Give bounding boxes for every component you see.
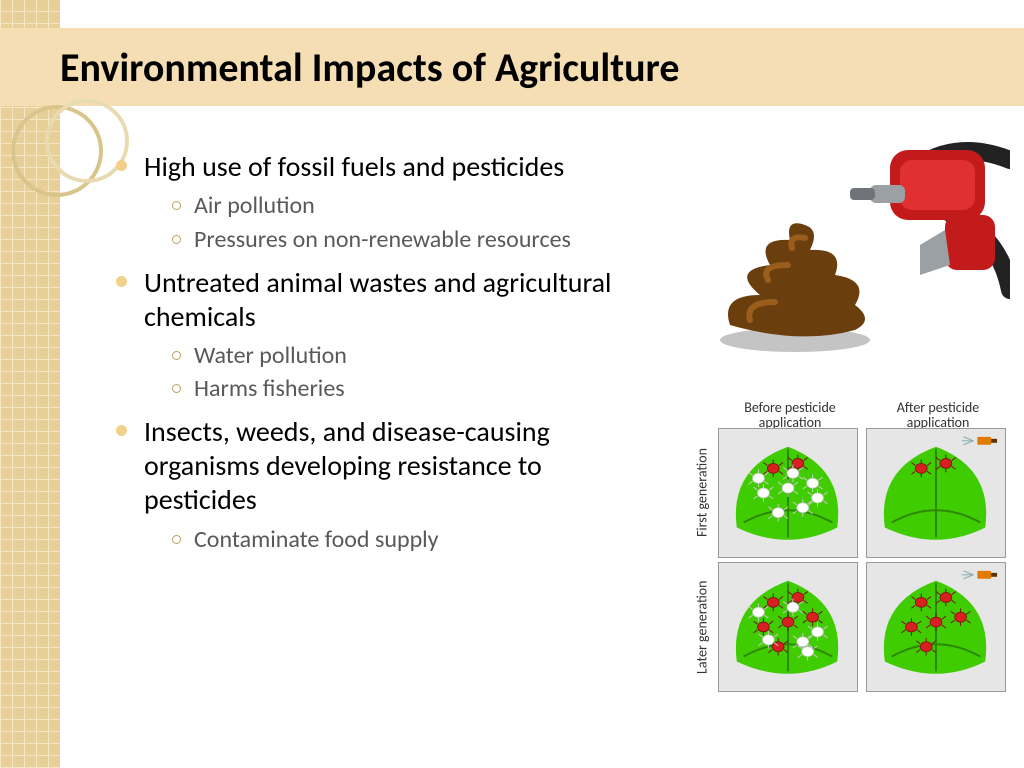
diagram-cell [866,562,1006,692]
diagram-col-label: After pesticide application [866,400,1010,424]
bullet-l2: Water pollution [144,340,640,372]
diagram-cell [718,562,858,692]
diagram-row-label: Later generation [690,562,714,692]
bullet-l1-text: High use of fossil fuels and pesticides [144,149,564,184]
bullet-l2: Pressures on non-renewable resources [144,224,640,256]
title-band: Environmental Impacts of Agriculture [0,28,1024,106]
diagram-cell [718,428,858,558]
manure-pile-icon [720,223,870,352]
fuel-pump-icon [850,150,1010,290]
bullet-l1-text: Untreated animal wastes and agricultural… [144,265,611,334]
diagram-cell [866,428,1006,558]
bullet-l1: Untreated animal wastes and agricultural… [110,266,640,406]
bullet-l1: Insects, weeds, and disease-causing orga… [110,415,640,555]
top-right-illustration [660,130,1010,360]
side-pattern [0,0,60,768]
bullet-l1: High use of fossil fuels and pesticides A… [110,150,640,256]
bullet-content: High use of fossil fuels and pesticides A… [110,150,640,565]
diagram-row-label: First generation [690,428,714,558]
bullet-l2: Harms fisheries [144,373,640,405]
bullet-l1-text: Insects, weeds, and disease-causing orga… [144,414,550,517]
diagram-col-label: Before pesticide application [718,400,862,424]
bullet-l2: Air pollution [144,190,640,222]
pesticide-resistance-diagram: Before pesticide application After pesti… [690,400,1010,692]
bullet-l2: Contaminate food supply [144,524,640,556]
page-title: Environmental Impacts of Agriculture [60,43,679,92]
